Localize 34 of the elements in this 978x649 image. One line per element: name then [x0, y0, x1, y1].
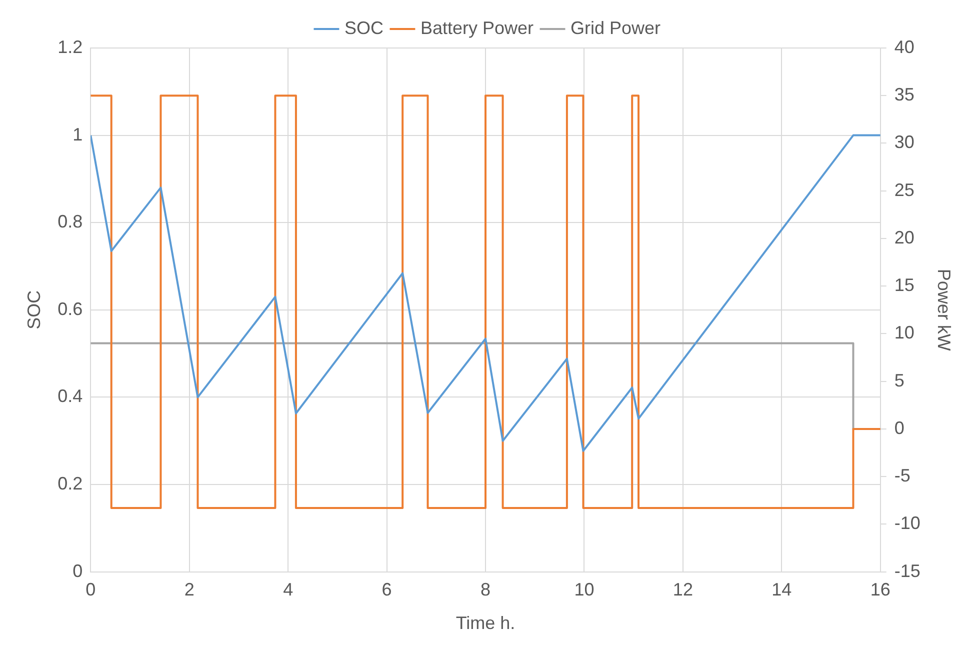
legend-label: Grid Power	[570, 18, 661, 38]
y2-tick-label: 5	[894, 370, 904, 390]
legend-label: SOC	[344, 18, 384, 38]
y-tick-label: 0.4	[58, 386, 83, 406]
y2-tick-label: 30	[894, 132, 914, 152]
legend-label: Battery Power	[420, 18, 534, 38]
x-tick-label: 6	[382, 580, 392, 600]
y2-tick-label: 35	[894, 84, 914, 105]
y-tick-label: 0.8	[58, 212, 83, 232]
y-tick-label: 1	[72, 124, 83, 144]
x-tick-label: 0	[86, 580, 96, 600]
y-axis-title: SOC	[24, 290, 44, 330]
y2-axis-title: Power kW	[934, 268, 954, 351]
y-tick-label: 0.2	[58, 473, 83, 494]
x-tick-label: 8	[480, 580, 491, 600]
y-tick-label: 0.6	[58, 298, 83, 319]
x-tick-label: 2	[184, 580, 194, 600]
x-tick-label: 16	[870, 580, 890, 600]
y2-tick-label: 0	[894, 418, 904, 438]
y2-tick-label: 10	[894, 322, 914, 343]
y-tick-label: 0	[72, 560, 83, 581]
y2-tick-label: 25	[894, 180, 914, 200]
y2-tick-label: -15	[894, 560, 920, 581]
y2-tick-label: -10	[894, 513, 920, 534]
x-tick-label: 4	[283, 580, 294, 600]
y-tick-label: 1.2	[58, 36, 83, 57]
y2-tick-label: 20	[894, 227, 914, 248]
x-tick-label: 14	[772, 580, 792, 600]
y2-tick-label: -5	[894, 466, 910, 486]
x-axis-title: Time h.	[456, 613, 516, 634]
x-tick-label: 10	[574, 580, 594, 600]
y2-tick-label: 15	[894, 275, 914, 296]
x-tick-label: 12	[672, 580, 693, 600]
y2-tick-label: 40	[894, 36, 914, 57]
